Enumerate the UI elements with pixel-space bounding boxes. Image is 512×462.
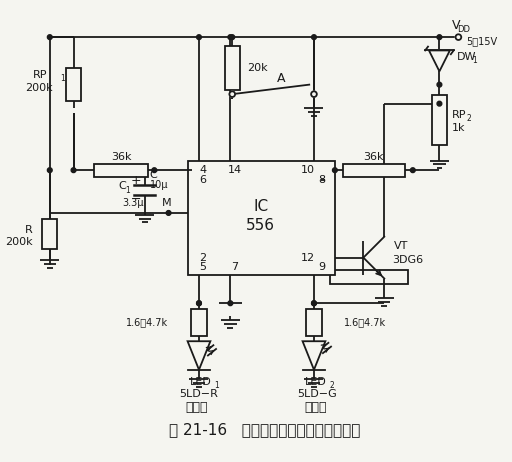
Text: C: C — [118, 182, 126, 191]
Circle shape — [166, 211, 171, 215]
Text: 1.6～4.7k: 1.6～4.7k — [345, 317, 387, 327]
Bar — [432, 95, 447, 145]
Text: 图 21-16   电源电压高、低限报警器电路: 图 21-16 电源电压高、低限报警器电路 — [169, 422, 360, 437]
Text: 8: 8 — [318, 175, 325, 185]
Polygon shape — [187, 341, 210, 370]
Circle shape — [71, 168, 76, 172]
Bar — [42, 219, 57, 249]
Text: 14: 14 — [228, 165, 242, 175]
Text: −: − — [131, 193, 141, 206]
Text: 1: 1 — [60, 74, 65, 84]
Text: 低电平: 低电平 — [305, 401, 327, 414]
Circle shape — [152, 168, 157, 172]
Text: 1: 1 — [473, 56, 477, 66]
Bar — [343, 164, 405, 177]
Circle shape — [229, 91, 235, 97]
Circle shape — [437, 101, 442, 106]
Text: 36k: 36k — [364, 152, 384, 162]
Text: DW: DW — [457, 52, 476, 62]
Circle shape — [437, 82, 442, 87]
Text: 36k: 36k — [111, 152, 131, 162]
Text: 2: 2 — [199, 253, 206, 262]
Circle shape — [230, 35, 234, 40]
Text: 高电平: 高电平 — [186, 401, 208, 414]
Text: M: M — [162, 199, 172, 208]
Text: 1k: 1k — [452, 123, 465, 133]
Text: 5～15V: 5～15V — [466, 36, 497, 46]
Text: LED: LED — [189, 377, 211, 387]
Circle shape — [456, 34, 461, 40]
Circle shape — [197, 35, 201, 40]
Circle shape — [437, 35, 442, 40]
Text: +: + — [131, 174, 141, 187]
Text: 5: 5 — [199, 262, 206, 272]
Text: RP: RP — [452, 109, 466, 120]
Circle shape — [312, 35, 316, 40]
Text: 1.6～4.7k: 1.6～4.7k — [126, 317, 168, 327]
Text: LED: LED — [305, 377, 326, 387]
Circle shape — [332, 168, 337, 172]
Circle shape — [228, 35, 233, 40]
Text: 4: 4 — [199, 165, 206, 175]
Text: 200k: 200k — [5, 237, 33, 247]
Text: A: A — [276, 73, 285, 85]
Polygon shape — [429, 50, 450, 71]
Text: 7: 7 — [231, 262, 239, 272]
Text: 3DG6: 3DG6 — [392, 255, 423, 265]
Text: DD: DD — [458, 25, 471, 34]
Text: 10μ: 10μ — [150, 180, 168, 190]
Bar — [94, 164, 147, 177]
Text: 1: 1 — [125, 186, 130, 195]
Circle shape — [197, 301, 201, 305]
Text: 2: 2 — [329, 382, 334, 390]
Text: 556: 556 — [246, 218, 275, 233]
Text: 5LD−G: 5LD−G — [297, 389, 337, 399]
Text: 10: 10 — [301, 165, 315, 175]
Bar — [225, 46, 240, 90]
Circle shape — [48, 35, 52, 40]
Bar — [330, 270, 408, 284]
Text: RP: RP — [32, 70, 47, 80]
Text: 5LD−R: 5LD−R — [180, 389, 219, 399]
Text: R: R — [25, 225, 33, 235]
Circle shape — [411, 168, 415, 172]
Circle shape — [228, 301, 233, 305]
Text: 200k: 200k — [25, 83, 53, 92]
Circle shape — [312, 301, 316, 305]
Circle shape — [197, 301, 201, 305]
Circle shape — [312, 301, 316, 305]
Polygon shape — [303, 341, 325, 370]
Text: 20k: 20k — [247, 63, 268, 73]
Text: 1: 1 — [214, 382, 219, 390]
Circle shape — [311, 91, 317, 97]
Bar — [187, 161, 335, 275]
Circle shape — [48, 168, 52, 172]
Bar — [66, 68, 81, 101]
Text: IC: IC — [253, 199, 268, 214]
Text: 12: 12 — [301, 253, 315, 262]
Text: VT: VT — [394, 241, 408, 251]
Text: 2: 2 — [466, 114, 471, 123]
Text: 6: 6 — [199, 175, 206, 185]
Text: V: V — [452, 19, 461, 32]
Bar — [306, 309, 322, 335]
Text: C: C — [150, 170, 157, 180]
Bar — [191, 309, 206, 335]
Text: 9: 9 — [318, 262, 325, 272]
Text: 3.3μ: 3.3μ — [122, 199, 143, 208]
